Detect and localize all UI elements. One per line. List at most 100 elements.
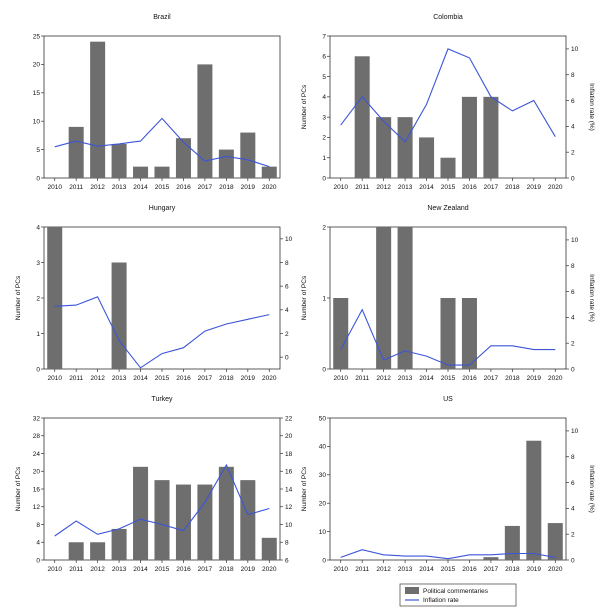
y2-tick-label: 2 (571, 149, 575, 156)
chart-title: Hungary (149, 205, 176, 212)
y-tick-label: 2 (322, 135, 326, 142)
bar-2013 (111, 262, 127, 369)
x-tick-label: 2012 (90, 566, 105, 573)
bar-2016 (175, 484, 191, 560)
x-tick-label: 2014 (419, 184, 434, 191)
y-axis-label: Number of PCs (15, 275, 22, 320)
y2-tick-label: 0 (571, 175, 575, 182)
x-tick-label: 2017 (484, 566, 499, 573)
y2-tick-label: 6 (571, 98, 575, 105)
bar-2016 (175, 138, 191, 178)
y-tick-label: 50 (319, 415, 327, 422)
bar-2013 (111, 528, 127, 560)
bar-2011 (354, 56, 370, 178)
bar-2017 (197, 484, 213, 560)
bar-2014 (133, 466, 149, 560)
chart-us: US 0 10 20 30 40 50 0 2 4 6 8 10 2010 2011 2012 2013 2014… (301, 396, 595, 573)
inflation-line (54, 117, 270, 168)
y-axis-label: Number of PCs (301, 275, 308, 320)
chart-brazil: Brazil 0 5 10 15 20 25 2010 2011 2012 2013 2014 2015… (33, 14, 281, 191)
x-tick-label: 2010 (333, 375, 348, 382)
y-tick-label: 0 (36, 557, 40, 564)
y-tick-label: 15 (33, 90, 41, 97)
legend: Political commentaries Inflation rate (399, 583, 517, 607)
x-tick-label: 2014 (133, 184, 148, 191)
y2-tick-label: 6 (571, 480, 575, 487)
y-tick-label: 30 (319, 472, 327, 479)
x-tick-label: 2015 (155, 566, 170, 573)
x-tick-label: 2018 (505, 184, 520, 191)
plot-frame (43, 226, 281, 370)
x-tick-label: 2020 (548, 566, 563, 573)
bar-2015 (440, 298, 456, 369)
x-tick-label: 2019 (527, 375, 542, 382)
x-tick-label: 2018 (219, 566, 234, 573)
y2-tick-label: 8 (571, 454, 575, 461)
bar-2015 (154, 480, 170, 560)
y2-tick-label: 10 (285, 522, 293, 529)
x-tick-label: 2018 (219, 375, 234, 382)
bar-2017 (483, 557, 499, 560)
y-tick-label: 1 (36, 331, 40, 338)
y2-tick-label: 2 (571, 340, 575, 347)
y-tick-label: 0 (322, 366, 326, 373)
x-tick-label: 2010 (47, 375, 62, 382)
y2-tick-label: 18 (285, 451, 293, 458)
inflation-line (340, 308, 556, 366)
chart-title: Turkey (151, 396, 173, 403)
x-tick-label: 2020 (548, 375, 563, 382)
x-tick-label: 2013 (398, 184, 413, 191)
x-tick-label: 2016 (462, 375, 477, 382)
chart-new-zealand: New Zealand 0 1 2 0 2 4 6 8 10 2010 2011 2012 2013 201… (301, 205, 595, 382)
y2-tick-label: 20 (285, 433, 293, 440)
x-tick-label: 2014 (133, 566, 148, 573)
x-tick-label: 2019 (241, 184, 256, 191)
bar-2014 (419, 137, 435, 178)
bar-2012 (90, 41, 106, 179)
y-tick-label: 24 (33, 451, 41, 458)
y-tick-label: 2 (322, 224, 326, 231)
x-tick-label: 2013 (112, 375, 127, 382)
bar-2012 (376, 117, 392, 178)
x-tick-label: 2018 (219, 184, 234, 191)
y-tick-label: 7 (322, 33, 326, 40)
y2-axis-label: Inflation rate (%) (588, 274, 595, 322)
x-tick-label: 2019 (241, 375, 256, 382)
y2-tick-label: 2 (571, 531, 575, 538)
bar-2010 (47, 227, 63, 369)
inflation-line (340, 48, 556, 143)
y2-tick-label: 22 (285, 415, 293, 422)
y2-tick-label: 0 (571, 366, 575, 373)
y-tick-label: 6 (322, 54, 326, 61)
x-tick-label: 2012 (90, 184, 105, 191)
y-tick-label: 20 (33, 62, 41, 69)
bar-2011 (68, 542, 84, 560)
x-tick-label: 2014 (419, 375, 434, 382)
y-tick-label: 0 (322, 175, 326, 182)
y-tick-label: 4 (36, 224, 40, 231)
bar-2015 (440, 157, 456, 178)
x-tick-label: 2017 (484, 184, 499, 191)
x-tick-label: 2016 (462, 184, 477, 191)
y-axis-label: Number of PCs (301, 466, 308, 511)
inflation-line (54, 463, 270, 537)
y-tick-label: 3 (36, 260, 40, 267)
x-tick-label: 2016 (176, 566, 191, 573)
x-tick-label: 2019 (527, 184, 542, 191)
y2-axis-label: Inflation rate (%) (588, 83, 595, 131)
chart-hungary: Hungary 0 1 2 3 4 0 2 4 6 8 10 2010 2011 2012 2013 2014 2… (15, 205, 293, 382)
y2-tick-label: 10 (571, 46, 579, 53)
x-tick-label: 2011 (355, 184, 369, 191)
bar-2017 (483, 96, 499, 178)
x-tick-label: 2013 (112, 566, 127, 573)
x-tick-label: 2020 (262, 375, 277, 382)
legend-box (399, 583, 517, 607)
bar-2013 (111, 143, 127, 178)
x-tick-label: 2017 (198, 375, 213, 382)
y-tick-label: 32 (33, 415, 41, 422)
bar-2014 (133, 166, 149, 178)
x-tick-label: 2020 (262, 184, 277, 191)
x-tick-label: 2012 (376, 375, 391, 382)
x-tick-label: 2015 (155, 375, 170, 382)
